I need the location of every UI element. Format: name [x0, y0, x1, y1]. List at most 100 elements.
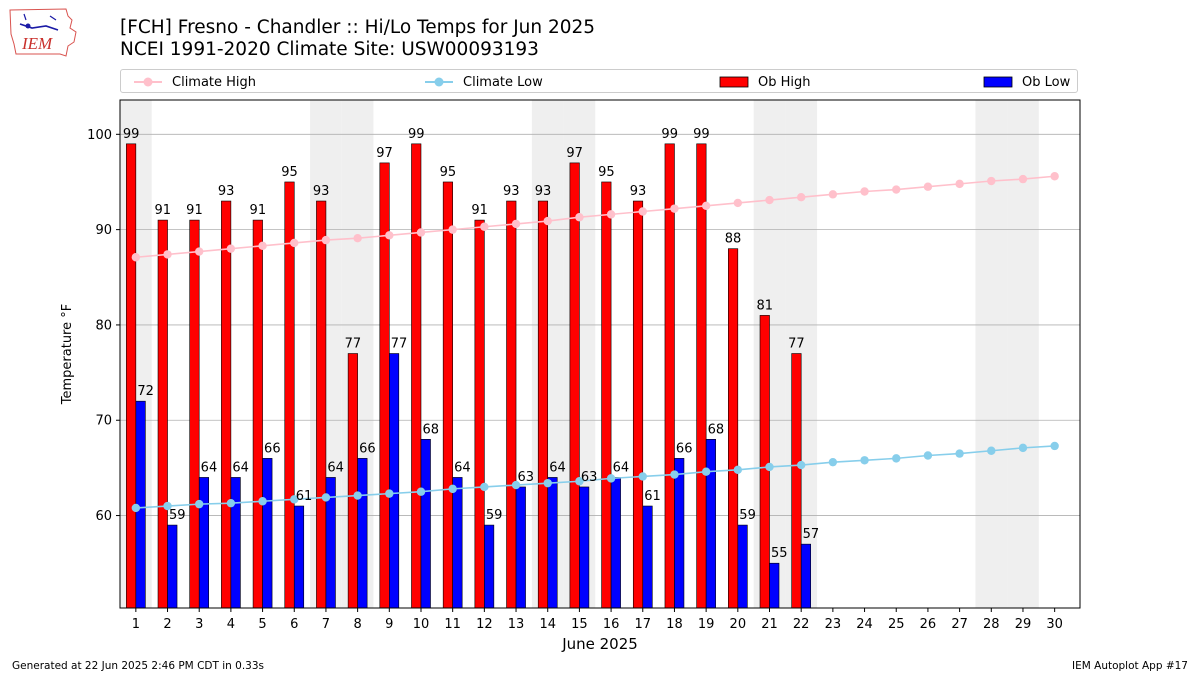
legend: Climate High Climate Low Ob High Ob Low	[120, 69, 1078, 93]
x-tick-label-17: 17	[634, 617, 651, 632]
climate-high-point-4	[226, 244, 236, 253]
climate-high-point-21	[765, 195, 774, 205]
ob-low-bar-9	[389, 353, 400, 609]
climate-low-point-24	[860, 456, 869, 465]
chart-subtitle: NCEI 1991-2020 Climate Site: USW00093193	[120, 39, 539, 60]
ob-high-label-8: 77	[345, 337, 362, 352]
climate-low-point-6	[290, 495, 299, 504]
climate-high-point-17	[638, 207, 647, 216]
ob-high-label-13: 93	[503, 184, 520, 199]
ob-low-bar-20	[737, 524, 748, 609]
x-tick-label-23: 23	[825, 617, 842, 632]
x-tick-label-25: 25	[888, 617, 905, 632]
ob-low-label-3: 64	[201, 460, 218, 475]
legend-item-ob-low: Ob Low	[983, 70, 1070, 94]
climate-high-point-16	[606, 210, 616, 219]
ob-high-label-4: 93	[218, 184, 235, 199]
x-tick-label-12: 12	[476, 617, 493, 632]
ob-high-label-18: 99	[661, 127, 678, 142]
ob-high-label-16: 95	[598, 165, 615, 180]
plot-frame	[119, 99, 1081, 609]
x-tick-label-21: 21	[761, 617, 778, 632]
climate-low-point-14	[543, 478, 552, 488]
climate-low-point-1	[131, 503, 141, 513]
climate-low-point-23	[828, 457, 838, 467]
ob-low-label-14: 64	[549, 460, 566, 475]
ob-low-label-17: 61	[644, 489, 661, 504]
chart-title: [FCH] Fresno - Chandler :: Hi/Lo Temps f…	[120, 17, 596, 38]
ob-low-bar-22	[800, 543, 811, 609]
ob-low-label-6: 61	[296, 489, 313, 504]
legend-item-climate-high: Climate High	[133, 70, 256, 94]
ob-high-bar-7	[316, 200, 327, 609]
x-tick-label-10: 10	[413, 617, 430, 632]
ob-low-bar-17	[642, 505, 653, 609]
x-tick-label-5: 5	[258, 617, 266, 632]
ob-high-label-5: 91	[250, 203, 267, 218]
y-tick-label-90: 90	[95, 223, 112, 238]
ob-high-label-10: 99	[408, 127, 425, 142]
climate-low-point-26	[923, 451, 933, 460]
x-tick-label-20: 20	[730, 617, 747, 632]
climate-low-point-4	[226, 498, 236, 508]
climate-low-point-13	[511, 480, 521, 490]
climate-high-point-3	[195, 247, 204, 256]
climate-high-point-14	[543, 216, 552, 226]
x-tick-label-1: 1	[132, 617, 140, 632]
ob-low-label-4: 64	[232, 460, 249, 475]
x-tick-label-24: 24	[856, 617, 873, 632]
ob-low-label-2: 59	[169, 508, 186, 523]
x-tick-label-8: 8	[353, 617, 361, 632]
y-tick-label-80: 80	[95, 318, 112, 333]
x-tick-label-13: 13	[508, 617, 525, 632]
legend-label-climate-low: Climate Low	[463, 74, 543, 90]
grid-lines	[120, 133, 1080, 516]
ob-high-label-17: 93	[630, 184, 647, 199]
generated-note: Generated at 22 Jun 2025 2:46 PM CDT in …	[12, 660, 265, 672]
climate-high-point-23	[828, 190, 838, 199]
ob-low-bar-4	[230, 477, 241, 609]
x-tick-label-6: 6	[290, 617, 298, 632]
x-tick-label-15: 15	[571, 617, 588, 632]
ob-low-label-13: 63	[518, 470, 535, 485]
y-tick-label-60: 60	[95, 509, 112, 524]
ob-high-label-6: 95	[281, 165, 298, 180]
climate-high-point-9	[385, 231, 394, 240]
climate-high-point-11	[448, 225, 457, 234]
climate-low-point-29	[1018, 443, 1028, 453]
ob-low-bar-8	[357, 458, 368, 609]
x-tick-label-14: 14	[539, 617, 556, 632]
x-tick-label-9: 9	[385, 617, 393, 632]
ob-high-label-3: 91	[186, 203, 203, 218]
ob-high-label-7: 93	[313, 184, 330, 199]
climate-high-point-25	[892, 185, 901, 194]
legend-label-climate-high: Climate High	[172, 74, 257, 90]
x-tick-label-29: 29	[1015, 617, 1032, 632]
ob-high-label-11: 95	[440, 165, 457, 180]
climate-low-point-20	[733, 465, 743, 475]
ob-low-bar-10	[420, 439, 431, 609]
ob-high-label-2: 91	[154, 203, 171, 218]
ob-high-label-19: 99	[693, 127, 710, 142]
climate-low-point-30	[1050, 441, 1059, 451]
ob-low-label-16: 64	[613, 460, 630, 475]
climate-high-point-20	[733, 198, 743, 208]
climate-high-line	[135, 175, 1055, 259]
climate-low-point-16	[606, 474, 616, 483]
climate-high-point-18	[670, 204, 679, 213]
climate-high-point-19	[701, 201, 711, 210]
x-tick-label-22: 22	[793, 617, 810, 632]
legend-item-ob-high: Ob High	[719, 70, 811, 94]
legend-item-climate-low: Climate Low	[424, 70, 543, 94]
ob-high-label-1: 99	[123, 127, 140, 142]
ob-high-label-22: 77	[788, 337, 805, 352]
ob-low-label-15: 63	[581, 470, 598, 485]
ob-low-bar-2	[167, 524, 178, 609]
ob-low-bar-18	[674, 458, 685, 609]
ob-low-label-18: 66	[676, 441, 693, 456]
logo-text: IEM	[21, 34, 53, 53]
climate-high-point-5	[258, 241, 267, 251]
ob-high-bar-1	[126, 143, 137, 609]
